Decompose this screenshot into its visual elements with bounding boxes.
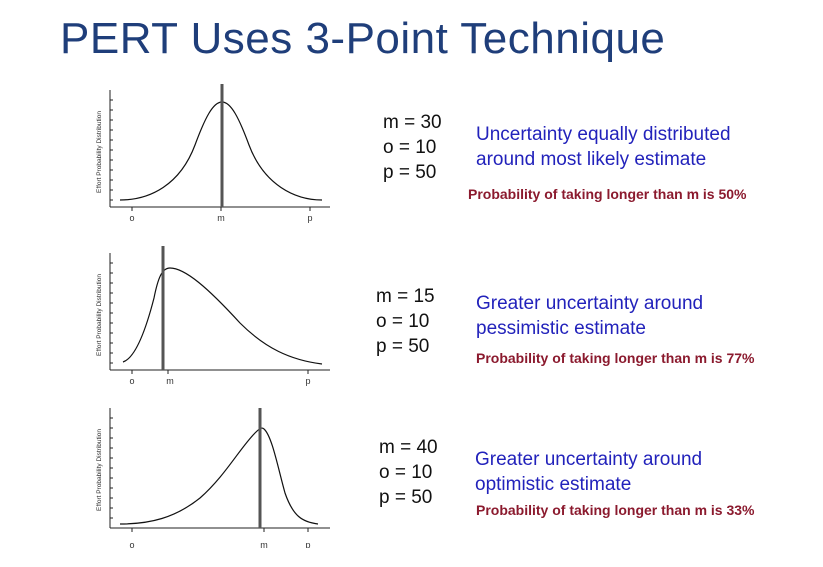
distribution-curve bbox=[122, 267, 323, 365]
distribution-panel-optimistic: Effort Probability Distribution o m p m … bbox=[0, 398, 823, 548]
param-m: m = 40 bbox=[379, 437, 438, 458]
y-axis-label: Effort Probability Distribution bbox=[96, 429, 103, 511]
x-tick-o: o bbox=[129, 213, 134, 223]
param-p: p = 50 bbox=[376, 336, 430, 357]
x-tick-m: m bbox=[260, 540, 268, 548]
param-o: o = 10 bbox=[383, 137, 437, 158]
x-tick-m: m bbox=[217, 213, 225, 223]
probability-note: Probability of taking longer than m is 5… bbox=[468, 186, 747, 202]
estimate-params: m = 15 o = 10 p = 50 bbox=[376, 284, 435, 359]
probability-note: Probability of taking longer than m is 3… bbox=[476, 502, 755, 518]
x-tick-m: m bbox=[166, 376, 174, 386]
estimate-params: m = 40 o = 10 p = 50 bbox=[379, 435, 438, 510]
uncertainty-description: Greater uncertainty around optimistic es… bbox=[475, 449, 703, 495]
x-tick-p: p bbox=[305, 540, 310, 548]
page-title: PERT Uses 3-Point Technique bbox=[60, 14, 666, 63]
distribution-chart: Effort Probability Distribution o m p bbox=[96, 408, 330, 548]
uncertainty-description: Greater uncertainty around pessimistic e… bbox=[476, 293, 704, 339]
param-o: o = 10 bbox=[376, 311, 430, 332]
param-m: m = 15 bbox=[376, 286, 435, 307]
distribution-chart: Effort Probability Distribution o m p bbox=[96, 84, 330, 223]
x-tick-p: p bbox=[307, 213, 312, 223]
param-p: p = 50 bbox=[383, 162, 437, 183]
probability-note: Probability of taking longer than m is 7… bbox=[476, 350, 755, 366]
y-axis-label: Effort Probability Distribution bbox=[96, 111, 103, 193]
x-tick-p: p bbox=[305, 376, 310, 386]
param-p: p = 50 bbox=[379, 487, 433, 508]
estimate-params: m = 30 o = 10 p = 50 bbox=[383, 110, 442, 185]
param-m: m = 30 bbox=[383, 112, 442, 133]
distribution-chart: Effort Probability Distribution o m p bbox=[96, 246, 330, 386]
x-tick-o: o bbox=[129, 540, 134, 548]
uncertainty-description: Uncertainty equally distributed around m… bbox=[476, 124, 731, 170]
x-tick-o: o bbox=[129, 376, 134, 386]
y-axis-label: Effort Probability Distribution bbox=[96, 274, 103, 356]
distribution-panel-symmetric: Effort Probability Distribution o m p m … bbox=[0, 80, 823, 230]
distribution-curve bbox=[119, 427, 319, 525]
distribution-panel-pessimistic: Effort Probability Distribution o m p m … bbox=[0, 243, 823, 393]
param-o: o = 10 bbox=[379, 462, 433, 483]
